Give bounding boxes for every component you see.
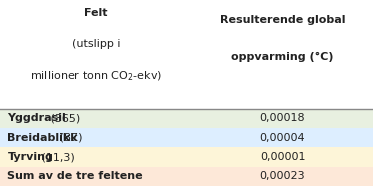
- Bar: [0, 109, 192, 128]
- Bar: [192, 0, 373, 109]
- Text: (11,3): (11,3): [38, 152, 75, 162]
- Text: Breidablikk: Breidablikk: [7, 133, 78, 143]
- Text: (87): (87): [56, 133, 82, 143]
- Bar: [0, 128, 192, 147]
- Bar: [192, 109, 373, 128]
- Bar: [192, 147, 373, 167]
- Text: 0,00004: 0,00004: [260, 133, 305, 143]
- Text: 0,00001: 0,00001: [260, 152, 305, 162]
- Bar: [192, 167, 373, 186]
- Text: Sum av de tre feltene: Sum av de tre feltene: [7, 171, 143, 181]
- Text: Tyrving: Tyrving: [7, 152, 53, 162]
- Text: 0,00018: 0,00018: [260, 113, 305, 124]
- Text: Yggdrasil: Yggdrasil: [7, 113, 66, 124]
- Text: millioner tonn CO$_2$-ekv): millioner tonn CO$_2$-ekv): [30, 70, 162, 83]
- Bar: [192, 128, 373, 147]
- Bar: [0, 147, 192, 167]
- Text: oppvarming (°C): oppvarming (°C): [231, 52, 334, 62]
- Text: 0,00023: 0,00023: [260, 171, 305, 181]
- Text: (365): (365): [47, 113, 80, 124]
- Text: Felt: Felt: [84, 8, 108, 18]
- Bar: [0, 0, 192, 109]
- Bar: [0, 167, 192, 186]
- Text: (utslipp i: (utslipp i: [72, 39, 120, 49]
- Text: Resulterende global: Resulterende global: [220, 15, 345, 25]
